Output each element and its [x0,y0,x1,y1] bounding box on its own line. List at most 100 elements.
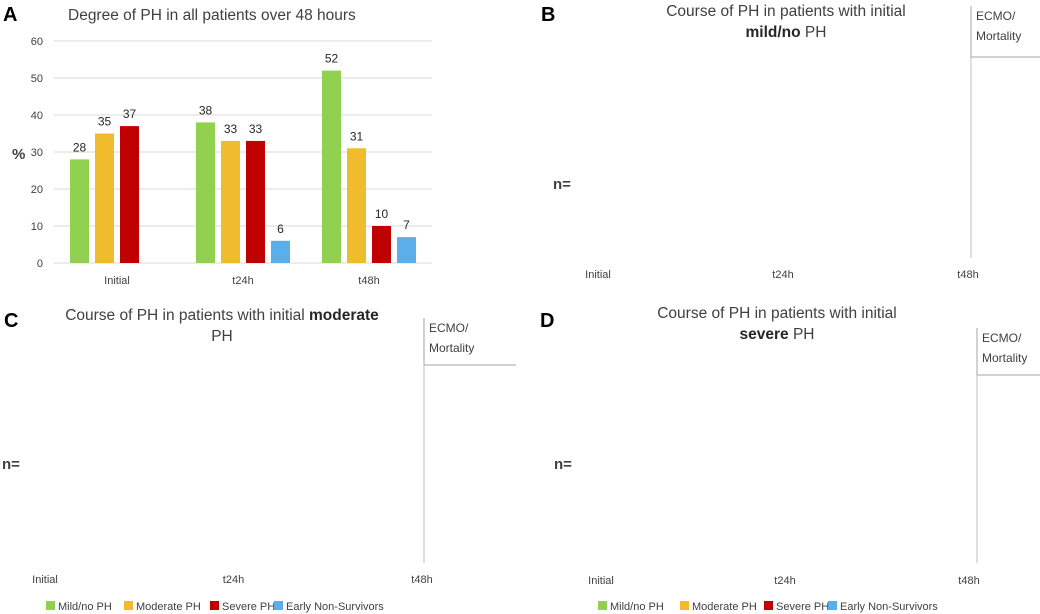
panel-letter-a: A [3,4,17,26]
chart-d-ytick: 60 [583,0,595,3]
chart-d-title-rest: PH [789,326,815,343]
chart-a-bar [397,237,416,263]
legend-c-early-swatch [274,601,283,610]
chart-c-title-line2: PH [211,328,233,345]
chart-d-annotation: 82%/18% [981,0,1033,3]
panel-letter-d: D [540,310,554,332]
chart-c-ytick: 60 [27,0,39,3]
chart-d-ylabel: n= [554,456,572,473]
chart-b-ytick: 30 [580,0,592,3]
legend-d-early-swatch [828,601,837,610]
legend-d-moderate-swatch [680,601,689,610]
chart-c-title-pre: Course of PH in patients with initial [65,307,309,324]
chart-d-title-bold: severe [740,326,790,343]
chart-c-xtick: t48h [411,574,432,586]
chart-d-header-text: Mortality [982,351,1027,365]
chart-a-ytick: 50 [31,73,43,85]
chart-b-ytick: 0 [586,0,592,3]
chart-d-ytick: 20 [583,0,595,3]
chart-a-bar [95,133,114,263]
legend-c-mild-swatch [46,601,55,610]
legend-c: Mild/no PH Moderate PH Severe PH Early N… [46,601,384,613]
panel-letter-c: C [4,310,18,332]
chart-d-ytick: -0 [585,0,595,3]
chart-a-bar [347,148,366,263]
legend-d-moderate-label: Moderate PH [692,601,757,613]
chart-c-xtick: Initial [32,574,58,586]
chart-a-ytick: 20 [31,184,43,196]
legend-c-moderate-label: Moderate PH [136,601,201,613]
chart-b-ytick: 40 [580,0,592,3]
chart-a-data-label: 7 [403,218,410,232]
chart-c-title-line1: Course of PH in patients with initial mo… [65,307,379,324]
chart-c-header-text: ECMO/ [429,321,469,335]
chart-c-annotation: 48%/13% [428,0,480,3]
chart-d-xtick: t24h [774,575,795,587]
chart-a-bar [322,70,341,263]
legend-d-mild-swatch [598,601,607,610]
chart-d-annotation: 0%/100% [981,0,1033,3]
legend-d-early-label: Early Non-Survivors [840,601,938,613]
chart-a-bar [120,126,139,263]
legend-d-severe-label: Severe PH [776,601,829,613]
chart-d-ytick: 40 [583,0,595,3]
chart-b-title-bold: mild/no [746,24,801,41]
chart-a-xtick: Initial [104,275,130,287]
chart-c-ytick: 30 [27,0,39,3]
chart-b-ytick: 10 [580,0,592,3]
chart-b-ytick: 50 [580,0,592,3]
chart-c-annotation: 0%/100% [428,0,480,3]
chart-c-title-bold: moderate [309,307,379,324]
legend-d: Mild/no PH Moderate PH Severe PH Early N… [598,601,938,613]
chart-b-annotation: 0%/0% [975,0,1013,3]
legend-c-moderate-swatch [124,601,133,610]
chart-d-xtick: t48h [958,575,979,587]
chart-a-data-label: 38 [199,103,213,117]
chart-d-header-text: ECMO/ [982,331,1022,345]
chart-b-xtick: Initial [585,269,611,281]
chart-b-header-text: ECMO/ [976,9,1016,23]
chart-c-annotation: 100%/100% [428,0,493,3]
chart-a-title: Degree of PH in all patients over 48 hou… [68,7,356,24]
chart-a-ytick: 30 [31,147,43,159]
chart-d-title-line2: severe PH [740,326,815,343]
chart-a-bar [271,240,290,263]
legend-d-mild-label: Mild/no PH [610,601,664,613]
chart-a-ylabel: % [12,146,25,163]
chart-a-xtick: t24h [232,275,253,287]
chart-a-xtick: t48h [358,275,379,287]
chart-b-annotation: 0%/0% [975,0,1013,3]
chart-a-data-label: 37 [123,107,137,121]
chart-a-bar [246,140,265,263]
chart-d-ytick: 50 [583,0,595,3]
chart-a-bar [196,122,215,264]
chart-a-data-label: 33 [249,122,263,136]
chart-c-ytick: 0 [33,0,39,3]
chart-a-ytick: 40 [31,110,43,122]
panel-letter-b: B [541,4,555,26]
chart-d-ytick: 10 [583,0,595,3]
chart-c-ylabel: n= [2,456,20,473]
chart-a-ytick: 10 [31,221,43,233]
chart-b-title-line1: Course of PH in patients with initial [666,3,906,20]
chart-a-data-label: 10 [375,207,389,221]
chart-d-ytick: 30 [583,0,595,3]
chart-c-ytick: 50 [27,0,39,3]
chart-a-data-label: 31 [350,129,364,143]
chart-d-annotation: 80%/87% [981,0,1033,3]
chart-a-data-label: 52 [325,52,339,66]
chart-a-data-label: 33 [224,122,238,136]
chart-b-ylabel: n= [553,176,571,193]
chart-c-xtick: t24h [223,574,244,586]
chart-a-ytick: 0 [37,258,43,270]
chart-d-xtick: Initial [588,575,614,587]
chart-c-ytick: 40 [27,0,39,3]
chart-b-title-rest: PH [801,24,827,41]
legend-c-mild-label: Mild/no PH [58,601,112,613]
legend-d-severe-swatch [764,601,773,610]
chart-a-ytick: 60 [31,36,43,48]
chart-c-annotation: 13%/0% [428,0,473,3]
chart-b-ytick: 20 [580,0,592,3]
